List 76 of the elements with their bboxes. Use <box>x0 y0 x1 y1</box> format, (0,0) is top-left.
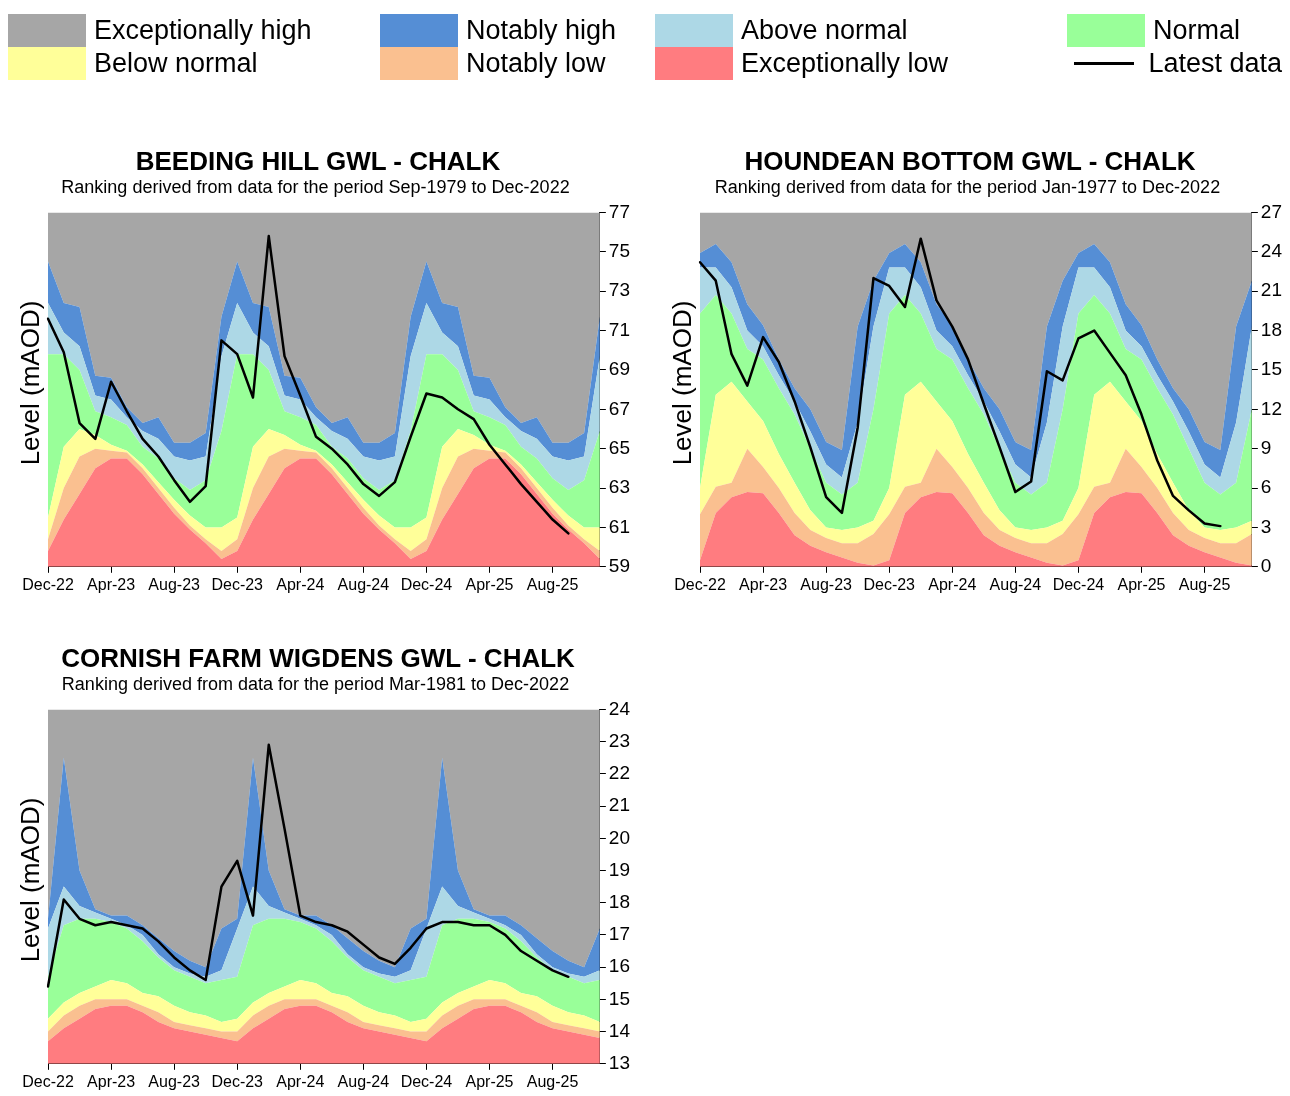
y-tick-label: 69 <box>608 358 631 380</box>
y-axis-title: Level (mAOD) <box>14 797 46 963</box>
y-tick-label: 9 <box>1260 436 1272 458</box>
x-tick-label: Dec-24 <box>400 575 453 593</box>
x-tick-label: Dec-22 <box>22 1072 74 1090</box>
y-axis-title: Level (mAOD) <box>14 300 46 466</box>
y-tick-label: 21 <box>1260 279 1283 301</box>
y-axis-title: Level (mAOD) <box>666 300 698 466</box>
y-tick-label: 19 <box>608 858 631 880</box>
legend-label: Normal <box>1153 15 1241 46</box>
y-tick-label: 17 <box>608 923 631 945</box>
y-tick-label: 61 <box>608 515 631 537</box>
x-tick-label: Dec-22 <box>22 575 74 593</box>
legend-label: Notably high <box>466 15 617 46</box>
x-tick-label: Apr-25 <box>1117 575 1166 593</box>
x-tick-label: Apr-25 <box>465 1072 514 1090</box>
y-tick-label: 21 <box>608 794 631 816</box>
chart-subtitle: Ranking derived from data for the period Sep-1979 to Dec-2022 <box>60 176 571 198</box>
y-tick-label: 15 <box>608 987 631 1009</box>
x-tick-label: Dec-24 <box>1052 575 1105 593</box>
x-tick-label: Aug-24 <box>989 575 1042 593</box>
x-tick-label: Apr-24 <box>928 575 977 593</box>
y-tick-label: 77 <box>608 200 631 222</box>
x-tick-label: Aug-25 <box>526 575 579 593</box>
legend-label: Below normal <box>94 48 258 79</box>
x-tick-label: Apr-24 <box>276 1072 325 1090</box>
y-tick-label: 59 <box>608 555 631 577</box>
chart-title: CORNISH FARM WIGDENS GWL - CHALK <box>60 643 576 673</box>
y-tick-label: 6 <box>1260 476 1272 498</box>
legend-label: Exceptionally low <box>741 48 949 79</box>
x-tick-label: Aug-25 <box>526 1072 579 1090</box>
y-tick-label: 75 <box>608 240 631 262</box>
y-tick-label: 22 <box>608 762 631 784</box>
y-tick-label: 63 <box>608 476 631 498</box>
y-tick-label: 0 <box>1260 555 1272 577</box>
x-tick-label: Apr-25 <box>465 575 514 593</box>
x-tick-label: Apr-24 <box>276 575 325 593</box>
x-tick-label: Dec-22 <box>674 575 726 593</box>
y-tick-label: 73 <box>608 279 631 301</box>
legend-label: Above normal <box>741 15 908 46</box>
x-tick-label: Dec-23 <box>211 1072 264 1090</box>
y-tick-label: 65 <box>608 436 631 458</box>
y-tick-label: 67 <box>608 397 631 419</box>
y-tick-label: 20 <box>608 826 631 848</box>
y-tick-label: 16 <box>608 955 631 977</box>
y-tick-label: 14 <box>608 1019 631 1041</box>
legend-label: Notably low <box>466 48 606 79</box>
x-tick-label: Dec-23 <box>211 575 264 593</box>
y-tick-label: 24 <box>1260 240 1283 262</box>
x-tick-label: Aug-25 <box>1178 575 1231 593</box>
chart-title: HOUNDEAN BOTTOM GWL - CHALK <box>743 146 1197 176</box>
legend-label: Latest data <box>1148 48 1282 79</box>
x-tick-label: Aug-23 <box>148 575 201 593</box>
chart-title: BEEDING HILL GWL - CHALK <box>134 146 502 176</box>
x-tick-label: Apr-23 <box>87 575 136 593</box>
x-tick-label: Dec-24 <box>400 1072 453 1090</box>
x-tick-label: Apr-23 <box>739 575 788 593</box>
chart-subtitle: Ranking derived from data for the period Mar-1981 to Dec-2022 <box>60 673 571 695</box>
y-tick-label: 23 <box>608 729 631 751</box>
x-tick-label: Aug-24 <box>337 1072 390 1090</box>
x-tick-label: Apr-23 <box>87 1072 136 1090</box>
y-tick-label: 71 <box>608 318 631 340</box>
y-tick-label: 12 <box>1260 397 1283 419</box>
x-tick-label: Aug-24 <box>337 575 390 593</box>
y-tick-label: 13 <box>608 1052 631 1074</box>
x-tick-label: Dec-23 <box>863 575 916 593</box>
x-tick-label: Aug-23 <box>800 575 853 593</box>
chart-subtitle: Ranking derived from data for the period Jan-1977 to Dec-2022 <box>713 176 1222 198</box>
y-tick-label: 27 <box>1260 200 1283 222</box>
legend-label: Exceptionally high <box>94 15 312 46</box>
y-tick-label: 18 <box>608 890 631 912</box>
y-tick-label: 24 <box>608 697 631 719</box>
y-tick-label: 15 <box>1260 358 1283 380</box>
y-tick-label: 18 <box>1260 318 1283 340</box>
y-tick-label: 3 <box>1260 515 1272 537</box>
x-tick-label: Aug-23 <box>148 1072 201 1090</box>
